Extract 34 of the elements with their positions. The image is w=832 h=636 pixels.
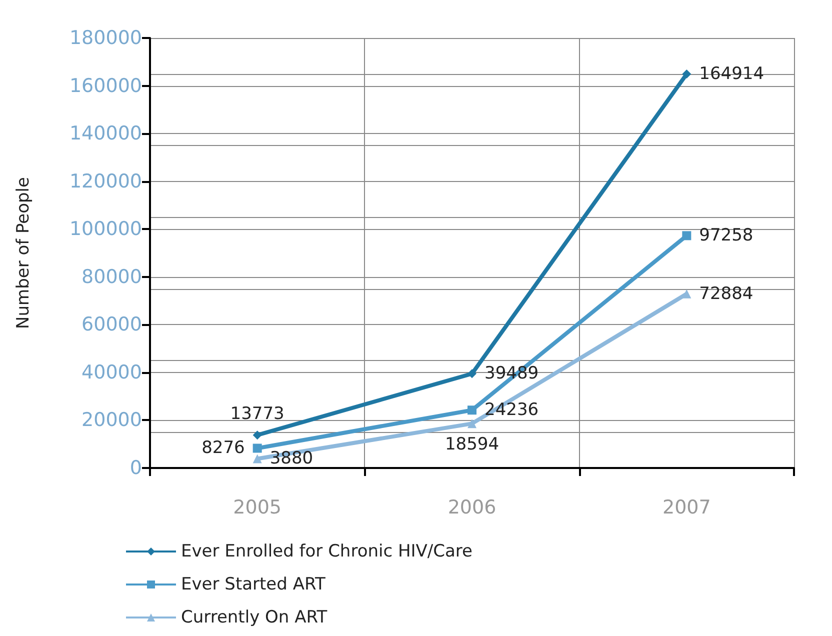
point: [682, 231, 692, 240]
y-tick-label: 60000: [82, 314, 142, 336]
data-label: 8276: [202, 438, 245, 458]
point: [252, 430, 262, 440]
data-label: 3880: [270, 448, 314, 469]
legend-label: Currently On ART: [181, 608, 328, 628]
data-label: 18594: [444, 434, 500, 455]
x-tick-label: 2006: [448, 496, 496, 518]
x-tick-label: 2007: [662, 496, 711, 518]
data-label: 72884: [699, 284, 754, 304]
y-tick-label: 100000: [69, 218, 142, 240]
y-tick-label: 80000: [82, 266, 142, 288]
y-tick-label: 20000: [82, 409, 142, 432]
point: [468, 369, 476, 378]
x-tick-label: 2005: [233, 496, 282, 518]
legend-label: Ever Started ART: [181, 574, 326, 594]
point: [468, 419, 476, 428]
y-tick-label: 40000: [82, 361, 142, 384]
data-label: 13773: [230, 404, 284, 424]
y-tick-label: 160000: [69, 74, 142, 97]
y-tick-label: 140000: [69, 122, 142, 145]
point: [468, 406, 476, 415]
y-tick-label: 120000: [69, 170, 142, 192]
point: [682, 70, 692, 79]
y-tick-label: 0: [130, 457, 142, 479]
data-label: 164914: [699, 64, 764, 84]
legend-label: Ever Enrolled for Chronic HIV/Care: [181, 542, 472, 562]
point: [252, 454, 262, 464]
point: [682, 289, 692, 298]
point: [252, 444, 262, 453]
y-axis-title: Number of People: [14, 177, 34, 329]
data-label: 24236: [484, 400, 539, 420]
y-tick-label: 180000: [69, 27, 142, 49]
data-label: 97258: [699, 226, 754, 246]
